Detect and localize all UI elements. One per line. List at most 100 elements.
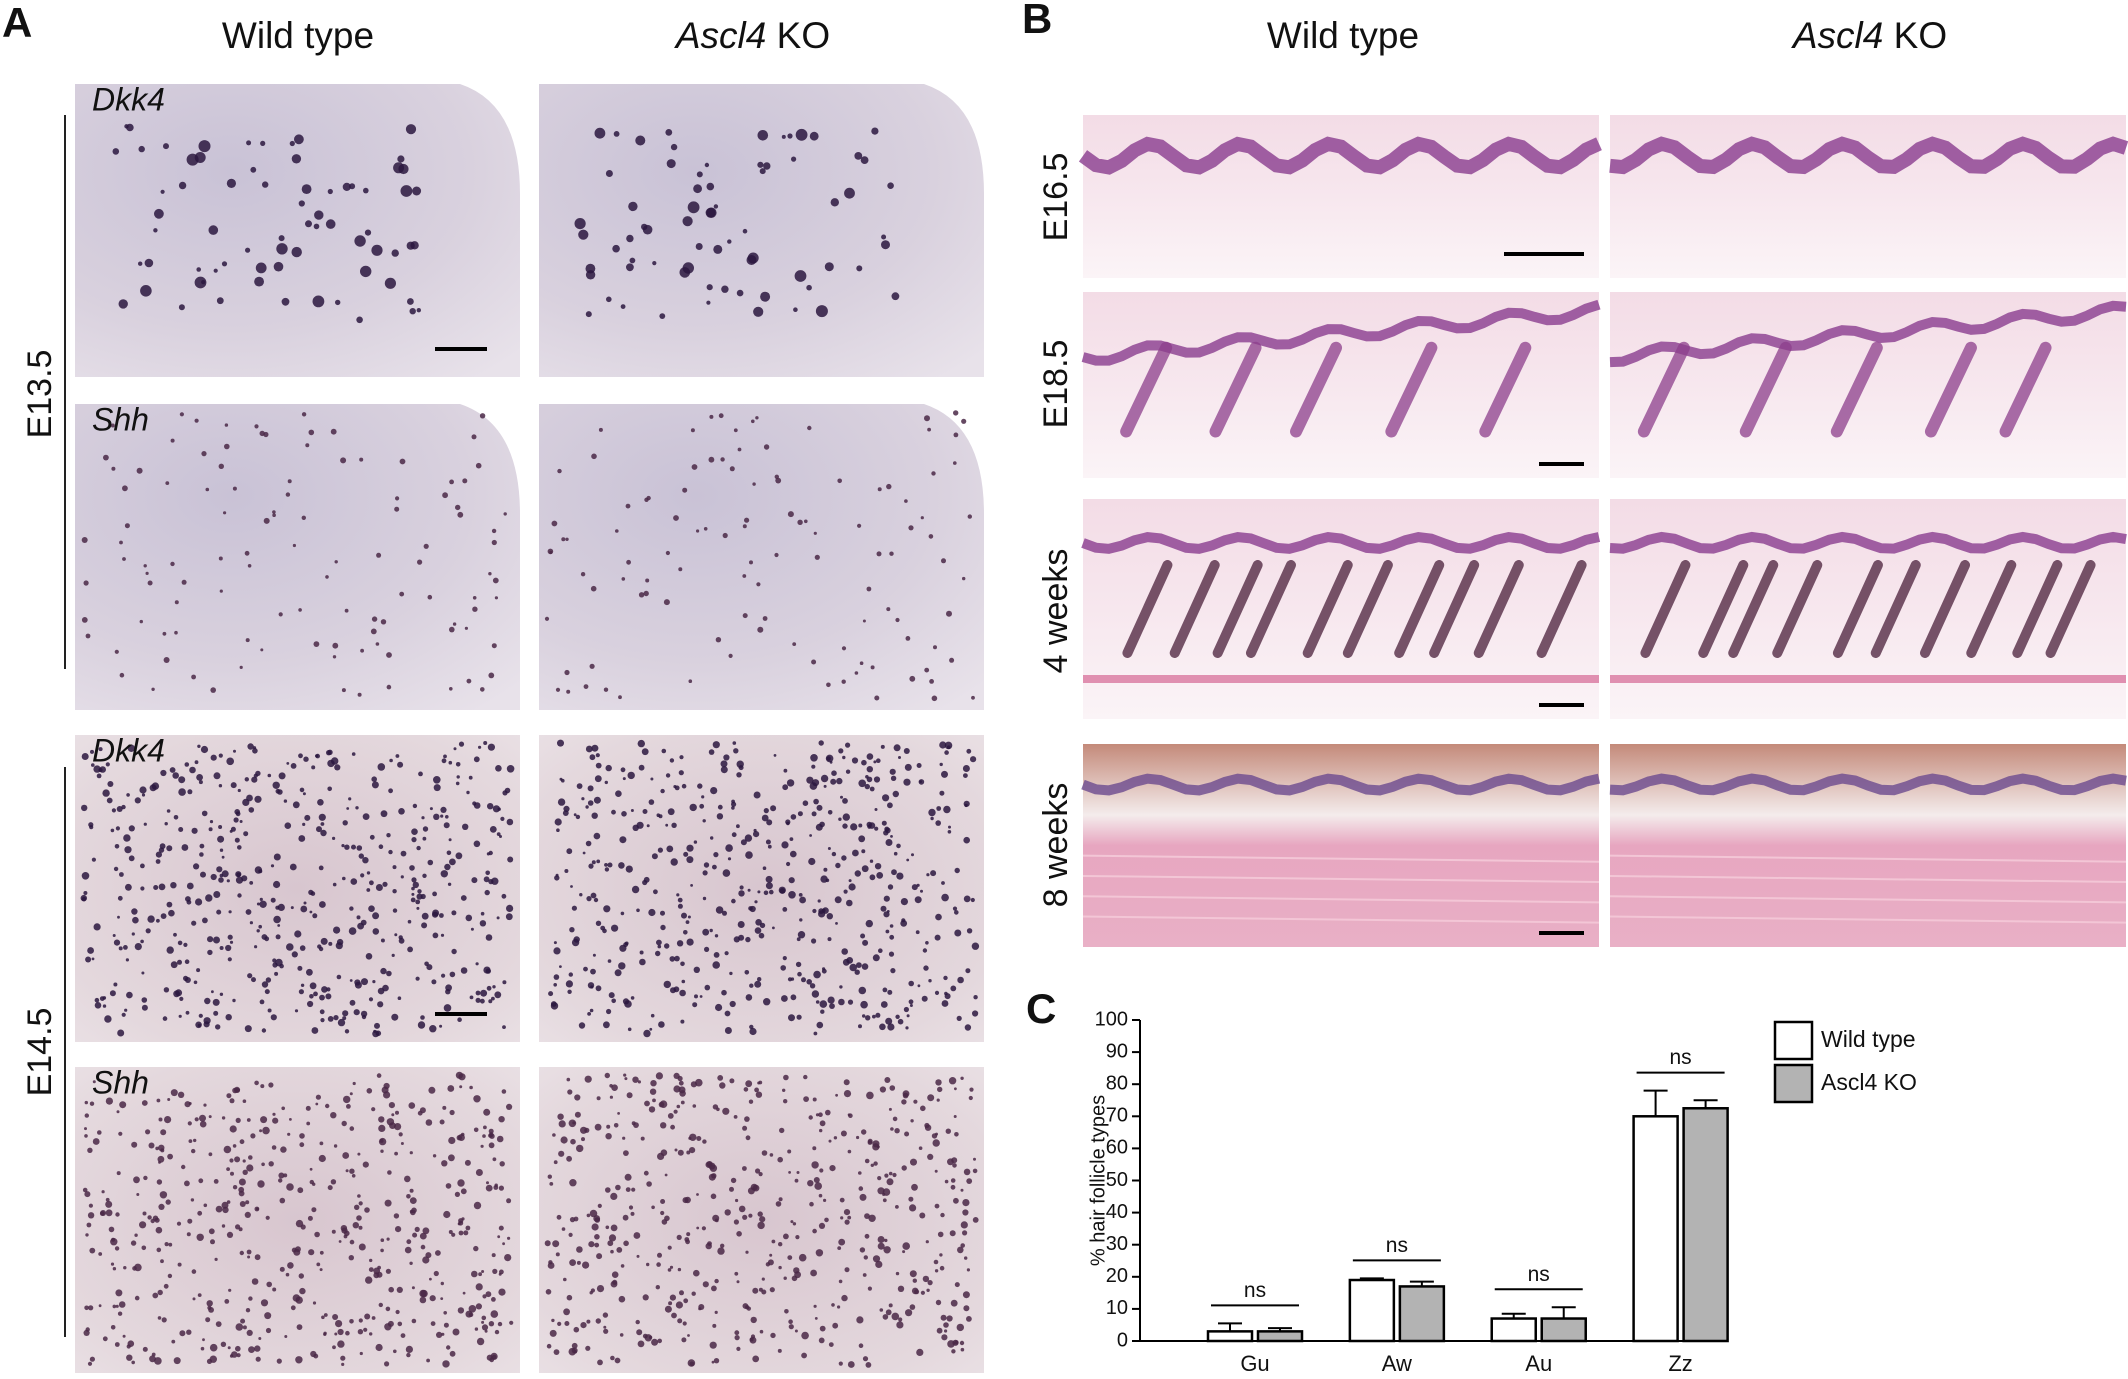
stained-spot	[502, 1242, 505, 1246]
hair-follicle	[1920, 560, 1971, 658]
stained-spot	[492, 577, 499, 584]
stained-spot	[473, 840, 481, 848]
stained-spot	[384, 1199, 392, 1207]
stained-spot	[594, 1234, 600, 1240]
stained-spot	[84, 1100, 89, 1105]
stained-spot	[779, 888, 786, 894]
stained-spot	[488, 1133, 493, 1138]
stained-spot	[763, 444, 770, 450]
stained-spot	[624, 1000, 632, 1008]
stained-spot	[130, 1240, 137, 1246]
stained-spot	[923, 965, 929, 971]
histology-image	[1609, 292, 2127, 478]
stained-spot	[338, 1240, 342, 1243]
stained-spot	[731, 832, 737, 838]
stained-spot	[355, 806, 359, 810]
stained-spot	[433, 813, 440, 820]
stained-spot	[89, 1247, 96, 1254]
stained-spot	[738, 890, 745, 897]
stained-spot	[332, 836, 336, 841]
stained-spot	[658, 814, 663, 819]
stained-spot	[395, 1110, 399, 1115]
stained-spot	[929, 679, 934, 684]
stained-spot	[320, 829, 327, 837]
stained-spot	[110, 1238, 118, 1246]
stained-spot	[114, 1246, 120, 1251]
stained-spot	[959, 1340, 965, 1346]
stained-spot	[585, 270, 596, 280]
legend-label: Ascl4 KO	[1821, 1069, 1917, 1095]
stained-spot	[630, 1211, 635, 1216]
stained-spot	[233, 817, 239, 823]
stained-spot	[888, 951, 895, 957]
stained-spot	[823, 867, 828, 872]
stained-spot	[657, 1338, 662, 1344]
stained-spot	[594, 1123, 602, 1131]
stained-spot	[409, 1188, 414, 1193]
stained-spot	[618, 695, 622, 700]
stained-spot	[571, 938, 580, 947]
stained-spot	[801, 1331, 809, 1340]
stained-spot	[655, 950, 661, 957]
stained-spot	[783, 1233, 789, 1240]
stained-spot	[608, 1234, 617, 1242]
stained-spot	[615, 790, 622, 797]
stained-spot	[644, 1334, 652, 1342]
stained-spot	[223, 511, 227, 515]
stained-spot	[675, 1301, 684, 1309]
stained-spot	[628, 1205, 634, 1210]
stained-spot	[499, 835, 502, 838]
stained-spot	[251, 776, 258, 783]
stained-spot	[939, 741, 947, 749]
stained-spot	[794, 270, 807, 282]
stained-spot	[581, 1137, 585, 1142]
stained-spot	[505, 913, 513, 921]
stained-spot	[509, 1320, 514, 1325]
stained-spot	[677, 897, 683, 903]
stained-spot	[133, 1176, 140, 1184]
stained-spot	[255, 770, 261, 777]
stained-spot	[391, 953, 395, 958]
stained-spot	[299, 787, 305, 793]
stained-spot	[838, 1279, 843, 1284]
stained-spot	[386, 970, 392, 977]
stained-spot	[793, 307, 798, 313]
stained-spot	[872, 1014, 876, 1019]
error-bar	[1409, 1280, 1434, 1287]
stained-spot	[380, 1238, 385, 1242]
stained-spot	[911, 1183, 918, 1191]
stained-spot	[757, 626, 764, 633]
stained-spot	[318, 865, 324, 871]
stained-spot	[847, 999, 854, 1005]
stained-spot	[736, 772, 742, 778]
stained-spot	[618, 962, 626, 970]
stained-spot	[906, 1014, 910, 1018]
stained-spot	[476, 1337, 485, 1346]
stained-spot	[814, 1317, 818, 1320]
stained-spot	[455, 852, 463, 860]
stained-spot	[736, 824, 740, 829]
stained-spot	[123, 1266, 127, 1270]
stained-spot	[924, 415, 930, 422]
stained-spot	[306, 968, 313, 976]
stained-spot	[669, 1294, 677, 1301]
stained-spot	[369, 1258, 373, 1263]
stained-spot	[432, 891, 437, 897]
stained-spot	[87, 947, 94, 954]
stained-spot	[963, 1168, 971, 1176]
stained-spot	[156, 1098, 161, 1103]
stained-spot	[234, 809, 240, 815]
stained-spot	[650, 1080, 657, 1087]
stained-spot	[646, 824, 650, 828]
stained-spot	[738, 1205, 746, 1213]
stained-spot	[943, 805, 951, 814]
stained-spot	[926, 873, 930, 877]
stained-spot	[484, 1329, 488, 1333]
stained-spot	[298, 200, 305, 207]
stained-spot	[506, 765, 515, 773]
stained-spot	[963, 800, 970, 807]
bar	[1256, 1330, 1304, 1343]
stained-spot	[98, 747, 103, 752]
stained-spot	[155, 851, 162, 858]
stained-spot	[940, 1212, 945, 1218]
